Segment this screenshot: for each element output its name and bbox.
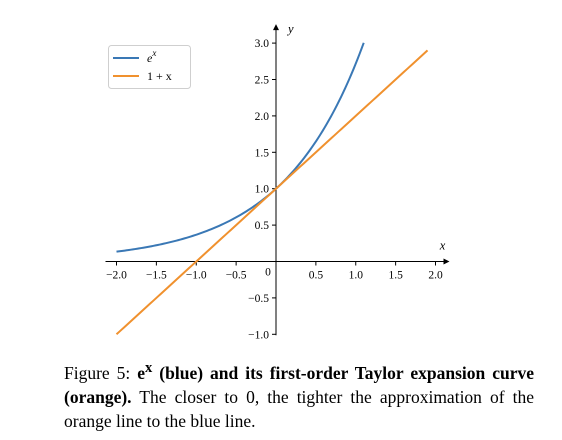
y-tick-label: 2.5	[255, 75, 270, 87]
caption-bold-sup: x	[145, 360, 153, 376]
series-line-taylor	[115, 49, 429, 336]
series-line-exp	[116, 42, 365, 253]
y-tick-label: 1.5	[255, 147, 270, 159]
x-axis-label: x	[439, 239, 446, 253]
caption-rest: The closer to 0, the tighter the approxi…	[64, 386, 534, 431]
origin-label: 0	[265, 267, 271, 279]
y-axis-arrow	[273, 24, 279, 31]
x-tick-label: 1.0	[349, 270, 364, 282]
caption-bold-part2: (blue) and its first-order Taylor expans…	[64, 362, 534, 407]
y-axis-label: y	[286, 22, 294, 36]
caption-prefix: Figure 5:	[64, 362, 138, 383]
x-tick-label: −1.5	[146, 270, 167, 282]
legend-box	[108, 45, 191, 89]
legend-label-exp: ex	[147, 48, 156, 65]
x-tick-label: −1.0	[186, 270, 207, 282]
y-tick-label: 0.5	[255, 220, 270, 232]
y-tick-label: −0.5	[248, 293, 269, 305]
x-tick-label: 2.0	[428, 270, 443, 282]
x-tick-label: 1.5	[388, 270, 403, 282]
x-tick-label: −2.0	[106, 270, 127, 282]
chart-axes: −2.0 −1.5 −1.0 −0.5 0.5 1.0 1.5 2.0 0 −1.0 −0.5 0.5…	[105, 22, 450, 341]
x-tick-label: −0.5	[226, 270, 247, 282]
caption-bold-part1: e	[137, 362, 146, 383]
y-tick-label: 2.0	[255, 111, 270, 123]
y-tick-label: −1.0	[248, 329, 269, 341]
figure-caption: Figure 5: ex (blue) and its first-order …	[64, 356, 534, 433]
chart-legend: ex 1 + x	[108, 45, 191, 89]
chart-series-layer	[115, 42, 429, 336]
y-tick-label: 1.0	[255, 184, 270, 196]
y-tick-label: 3.0	[255, 38, 270, 50]
x-axis-arrow	[443, 258, 450, 265]
x-tick-label: 0.5	[309, 270, 324, 282]
caption-bold: ex (blue) and its first-order Taylor exp…	[64, 360, 534, 407]
legend-label-taylor: 1 + x	[147, 69, 172, 83]
